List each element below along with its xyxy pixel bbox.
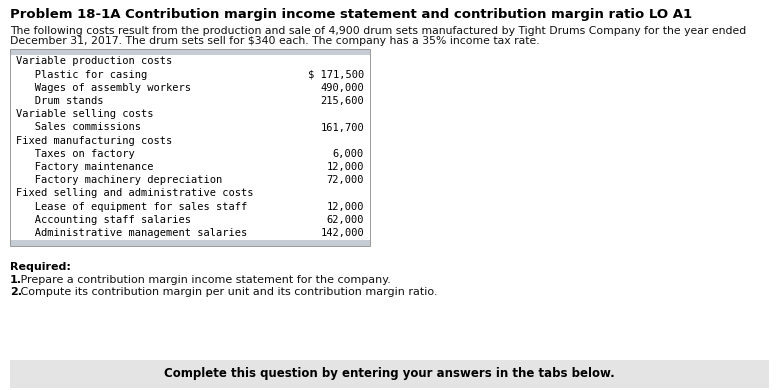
Text: Variable production costs: Variable production costs [16,57,172,67]
Bar [10,240,370,246]
Text: Fixed manufacturing costs: Fixed manufacturing costs [16,136,172,146]
Text: Accounting staff salaries: Accounting staff salaries [16,215,191,225]
Text: December 31, 2017. The drum sets sell for $340 each. The company has a 35% incom: December 31, 2017. The drum sets sell fo… [10,36,540,46]
Text: Drum stands: Drum stands [16,96,104,106]
Text: 6,000: 6,000 [333,149,364,159]
Text: Plastic for casing: Plastic for casing [16,70,147,80]
Text: 12,000: 12,000 [326,162,364,172]
Text: 215,600: 215,600 [320,96,364,106]
Bar [10,55,370,240]
Text: Fixed selling and administrative costs: Fixed selling and administrative costs [16,188,253,199]
Text: 12,000: 12,000 [326,202,364,212]
Text: Sales commissions: Sales commissions [16,122,141,133]
Text: Administrative management salaries: Administrative management salaries [16,228,247,238]
Text: Complete this question by entering your answers in the tabs below.: Complete this question by entering your … [164,367,615,381]
Bar [10,49,370,55]
Text: 490,000: 490,000 [320,83,364,93]
Text: Taxes on factory: Taxes on factory [16,149,135,159]
Text: Factory maintenance: Factory maintenance [16,162,153,172]
Text: Variable selling costs: Variable selling costs [16,109,153,119]
Bar [10,49,370,246]
Text: Required:: Required: [10,262,71,272]
Text: 2.: 2. [10,287,22,297]
Text: Compute its contribution margin per unit and its contribution margin ratio.: Compute its contribution margin per unit… [17,287,438,297]
Text: 1.: 1. [10,275,22,285]
Bar [10,360,769,388]
Text: 142,000: 142,000 [320,228,364,238]
Text: Lease of equipment for sales staff: Lease of equipment for sales staff [16,202,247,212]
Text: Prepare a contribution margin income statement for the company.: Prepare a contribution margin income sta… [17,275,391,285]
Text: Problem 18-1A Contribution margin income statement and contribution margin ratio: Problem 18-1A Contribution margin income… [10,8,692,21]
Text: $ 171,500: $ 171,500 [308,70,364,80]
Text: Wages of assembly workers: Wages of assembly workers [16,83,191,93]
Text: 161,700: 161,700 [320,122,364,133]
Text: 72,000: 72,000 [326,175,364,185]
Text: The following costs result from the production and sale of 4,900 drum sets manuf: The following costs result from the prod… [10,26,746,36]
Text: Factory machinery depreciation: Factory machinery depreciation [16,175,222,185]
Text: 62,000: 62,000 [326,215,364,225]
